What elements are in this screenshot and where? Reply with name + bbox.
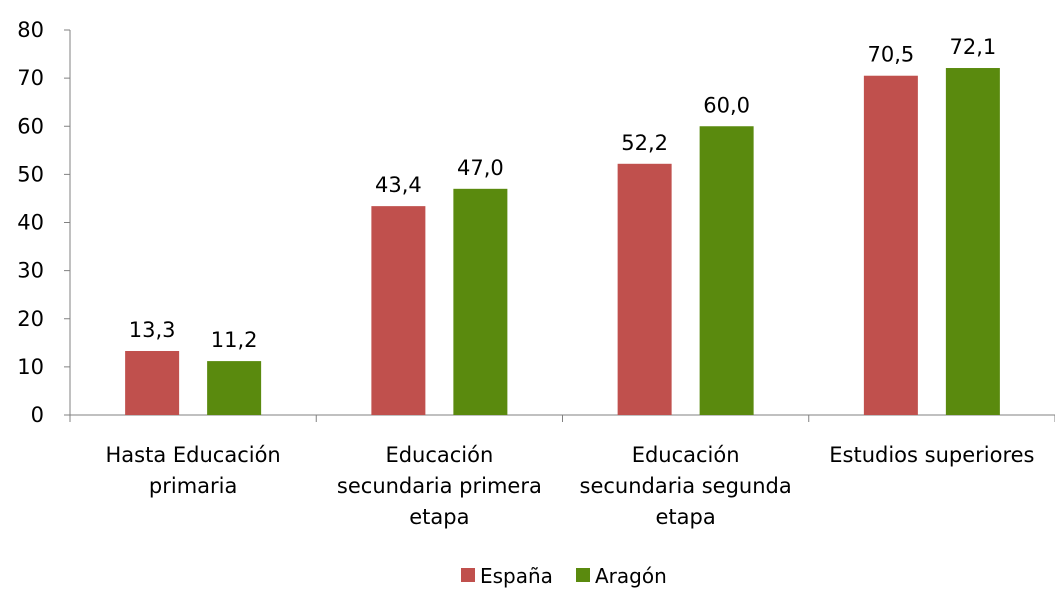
bar-espana — [617, 163, 672, 415]
x-axis — [69, 414, 1055, 422]
category-label: Educación secundaria primera etapa — [337, 443, 542, 529]
legend-label: Aragón — [595, 564, 667, 588]
bar-espana — [371, 206, 426, 415]
bar-aragon — [945, 68, 1000, 416]
y-tick-label: 10 — [17, 355, 44, 379]
bars — [125, 68, 1000, 416]
data-label: 52,2 — [621, 131, 668, 155]
legend: España Aragón — [461, 564, 667, 588]
data-label: 43,4 — [375, 173, 422, 197]
y-tick-label: 80 — [17, 18, 44, 42]
bar-espana — [125, 350, 180, 415]
y-tick-label: 60 — [17, 114, 44, 138]
data-label: 11,2 — [211, 328, 258, 352]
y-tick-label: 50 — [17, 162, 44, 186]
category-label: Educación secundaria segunda etapa — [580, 443, 792, 529]
bar-aragon — [453, 188, 508, 415]
data-label: 70,5 — [867, 43, 914, 67]
y-tick-label: 30 — [17, 259, 44, 283]
legend-label: España — [480, 564, 553, 588]
y-tick-label: 70 — [17, 66, 44, 90]
category-label: Hasta Educación primaria — [106, 443, 281, 498]
bar-aragon — [699, 126, 754, 415]
legend-swatch — [461, 568, 475, 582]
data-label: 47,0 — [457, 156, 504, 180]
category-labels: Hasta Educación primaria Educación secundar… — [106, 443, 1035, 529]
bar-aragon — [207, 361, 262, 415]
data-label: 60,0 — [703, 93, 750, 117]
y-tick-label: 40 — [17, 211, 44, 235]
data-label: 72,1 — [949, 35, 996, 59]
y-axis: 0 10 20 30 40 50 60 70 80 — [17, 18, 71, 427]
category-label: Estudios superiores — [829, 443, 1034, 467]
y-tick-label: 20 — [17, 307, 44, 331]
y-tick-label: 0 — [31, 403, 44, 427]
data-labels: 13,3 11,2 43,4 47,0 52,2 60,0 70,5 72,1 — [129, 35, 997, 352]
legend-swatch — [576, 568, 590, 582]
data-label: 13,3 — [129, 318, 176, 342]
bar-espana — [863, 75, 918, 415]
